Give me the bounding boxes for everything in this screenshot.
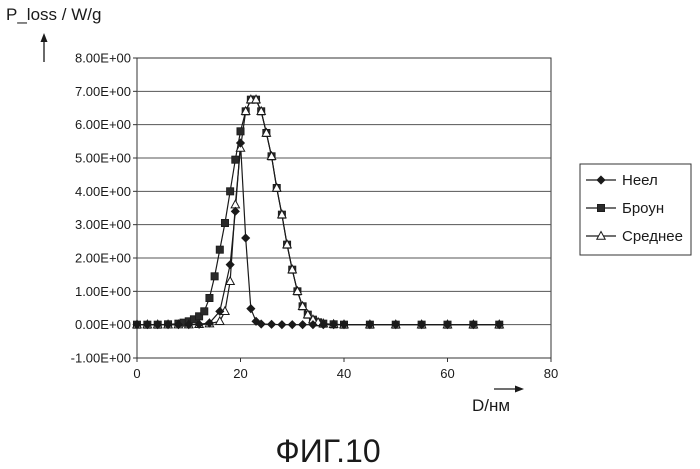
x-tick-label: 60	[440, 366, 454, 381]
y-tick-label: 1.00E+00	[75, 284, 131, 299]
data-point-square	[237, 128, 244, 135]
y-tick-label: 7.00E+00	[75, 84, 131, 99]
data-point-square	[221, 219, 228, 226]
x-tick-label: 20	[233, 366, 247, 381]
data-point-square	[216, 246, 223, 253]
y-tick-label: 4.00E+00	[75, 184, 131, 199]
data-point-square	[201, 308, 208, 315]
y-axis-arrow	[41, 33, 48, 62]
x-tick-labels: 0 20 40 60 80	[133, 358, 558, 381]
legend-marker-square	[597, 204, 604, 211]
data-point-square	[206, 294, 213, 301]
y-tick-label: 3.00E+00	[75, 217, 131, 232]
x-axis-arrow	[494, 386, 524, 393]
data-point-square	[227, 188, 234, 195]
data-point-square	[232, 156, 239, 163]
y-tick-label: 6.00E+00	[75, 117, 131, 132]
x-tick-label: 40	[337, 366, 351, 381]
legend-label: Неел	[622, 172, 658, 189]
y-tick-label: 2.00E+00	[75, 251, 131, 266]
data-point-square	[211, 273, 218, 280]
legend: Неел Броун Среднее	[580, 164, 691, 255]
legend-label: Среднее	[622, 228, 683, 245]
y-tick-label: -1.00E+00	[71, 351, 131, 366]
y-tick-label: 5.00E+00	[75, 151, 131, 166]
x-tick-label: 80	[544, 366, 558, 381]
legend-label: Броун	[622, 200, 664, 217]
y-tick-label: 0.00E+00	[75, 317, 131, 332]
y-axis-label: P_loss / W/g	[6, 5, 101, 24]
y-tick-label: 8.00E+00	[75, 51, 131, 66]
x-axis-label: D/нм	[472, 396, 510, 415]
y-tick-labels: -1.00E+00 0.00E+00 1.00E+00 2.00E+00 3.00E+0…	[71, 51, 137, 366]
x-tick-label: 0	[133, 366, 140, 381]
figure-caption: ФИГ.10	[275, 433, 380, 469]
